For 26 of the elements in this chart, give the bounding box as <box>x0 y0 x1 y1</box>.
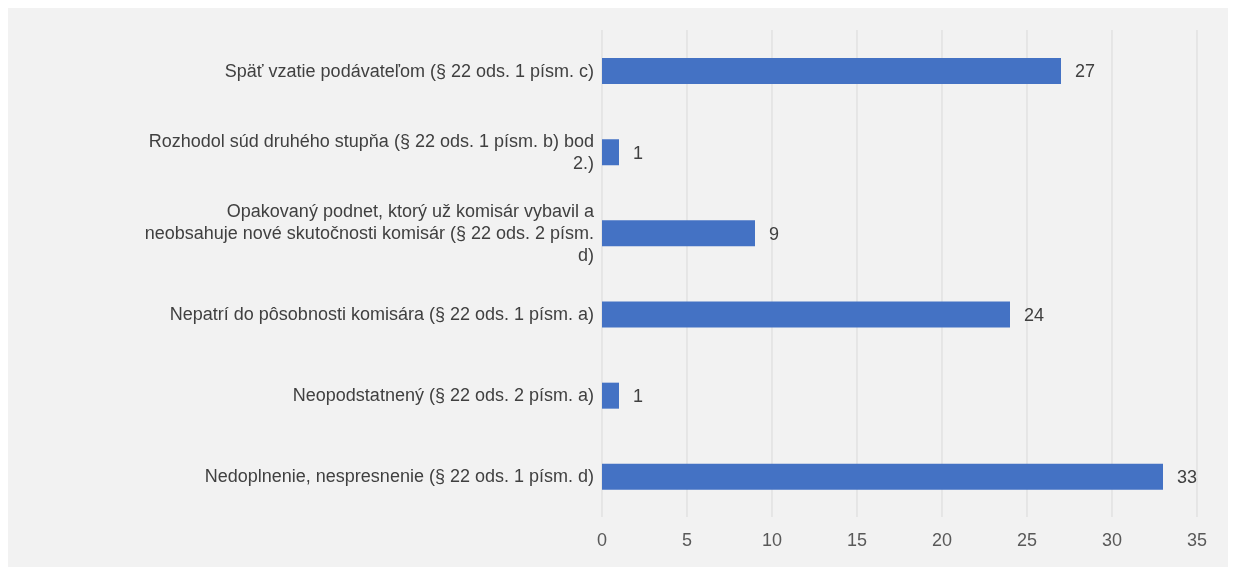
bar <box>602 139 619 166</box>
y-tick-label: Nepatrí do pôsobnosti komisára (§ 22 ods. 1 písm. a) <box>169 304 594 325</box>
data-label: 9 <box>769 223 780 244</box>
bar <box>602 58 1061 84</box>
y-tick-label: Nedoplnenie, nespresnenie (§ 22 ods. 1 písm. d) <box>204 466 594 487</box>
x-tick-label: 15 <box>846 529 868 550</box>
y-tick-label: Opakovaný podnet, ktorý už komisár vybavil a neobsahuje nové skutočnosti komisár (§ 22 ods. 2 písm. d) <box>144 200 595 265</box>
data-label: 24 <box>1024 304 1045 325</box>
y-tick-label: Neopodstatnený (§ 22 ods. 2 písm. a) <box>292 385 594 406</box>
x-tick-label: 20 <box>931 529 953 550</box>
y-tick-label: Späť vzatie podávateľom (§ 22 ods. 1 písm. c) <box>224 60 594 81</box>
x-tick-label: 30 <box>1101 529 1123 550</box>
x-tick-label: 25 <box>1016 529 1038 550</box>
data-label: 1 <box>633 386 644 407</box>
bar <box>602 301 1010 328</box>
data-label: 33 <box>1177 467 1198 488</box>
x-tick-label: 5 <box>681 529 693 550</box>
y-tick-label: Rozhodol súd druhého stupňa (§ 22 ods. 1 písm. b) bod 2.) <box>148 130 594 173</box>
x-tick-label: 10 <box>761 529 783 550</box>
x-tick-label: 35 <box>1186 529 1208 550</box>
data-label: 1 <box>633 142 644 163</box>
bar <box>602 463 1163 490</box>
bar <box>602 382 619 409</box>
x-tick-label: 0 <box>596 529 608 550</box>
data-label: 27 <box>1075 61 1096 82</box>
bar <box>602 220 755 247</box>
